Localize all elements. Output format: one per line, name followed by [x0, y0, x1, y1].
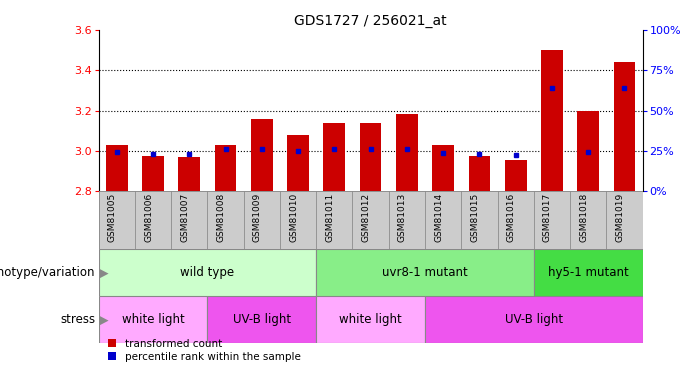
Bar [570, 191, 607, 249]
Bar [607, 191, 643, 249]
Bar [432, 145, 454, 191]
Bar [324, 123, 345, 191]
Text: uvr8-1 mutant: uvr8-1 mutant [382, 266, 468, 279]
Bar [106, 145, 128, 191]
Bar [99, 296, 207, 343]
Bar [360, 123, 381, 191]
Bar [498, 191, 534, 249]
Text: ▶: ▶ [95, 313, 109, 326]
Bar [99, 191, 135, 249]
Bar [207, 296, 316, 343]
Text: GSM81006: GSM81006 [144, 193, 153, 242]
Bar [469, 156, 490, 191]
Bar [316, 249, 534, 296]
Bar [316, 191, 352, 249]
Text: GSM81013: GSM81013 [398, 193, 407, 242]
Text: GSM81007: GSM81007 [180, 193, 189, 242]
Bar [577, 111, 599, 191]
Text: GSM81011: GSM81011 [325, 193, 335, 242]
Bar [396, 114, 418, 191]
Text: GSM81017: GSM81017 [543, 193, 552, 242]
Text: genotype/variation: genotype/variation [0, 266, 95, 279]
Text: ▶: ▶ [95, 266, 109, 279]
Text: GSM81018: GSM81018 [579, 193, 588, 242]
Bar [215, 145, 237, 191]
Text: hy5-1 mutant: hy5-1 mutant [548, 266, 628, 279]
Bar [135, 191, 171, 249]
Bar [534, 249, 643, 296]
Bar [389, 191, 425, 249]
Bar [505, 160, 526, 191]
Bar [207, 191, 243, 249]
Bar [171, 191, 207, 249]
Text: UV-B light: UV-B light [233, 313, 291, 326]
Bar [178, 157, 200, 191]
Text: GSM81016: GSM81016 [507, 193, 515, 242]
Text: GSM81012: GSM81012 [362, 193, 371, 242]
Bar [613, 62, 635, 191]
Text: GSM81019: GSM81019 [615, 193, 624, 242]
Text: GSM81008: GSM81008 [216, 193, 226, 242]
Bar [316, 296, 425, 343]
Text: white light: white light [122, 313, 184, 326]
Bar [251, 118, 273, 191]
Text: GSM81014: GSM81014 [434, 193, 443, 242]
Text: GSM81010: GSM81010 [289, 193, 298, 242]
Bar [142, 156, 164, 191]
Bar [280, 191, 316, 249]
Bar [534, 191, 570, 249]
Title: GDS1727 / 256021_at: GDS1727 / 256021_at [294, 13, 447, 28]
Bar [541, 50, 563, 191]
Text: white light: white light [339, 313, 402, 326]
Bar [243, 191, 280, 249]
Legend: transformed count, percentile rank within the sample: transformed count, percentile rank withi… [104, 334, 305, 366]
Bar [287, 135, 309, 191]
Bar [425, 191, 461, 249]
Bar [352, 191, 389, 249]
Bar [425, 296, 643, 343]
Text: GSM81009: GSM81009 [253, 193, 262, 242]
Text: stress: stress [60, 313, 95, 326]
Text: wild type: wild type [180, 266, 235, 279]
Text: GSM81005: GSM81005 [107, 193, 117, 242]
Text: UV-B light: UV-B light [505, 313, 563, 326]
Bar [461, 191, 498, 249]
Bar [99, 249, 316, 296]
Text: GSM81015: GSM81015 [471, 193, 479, 242]
